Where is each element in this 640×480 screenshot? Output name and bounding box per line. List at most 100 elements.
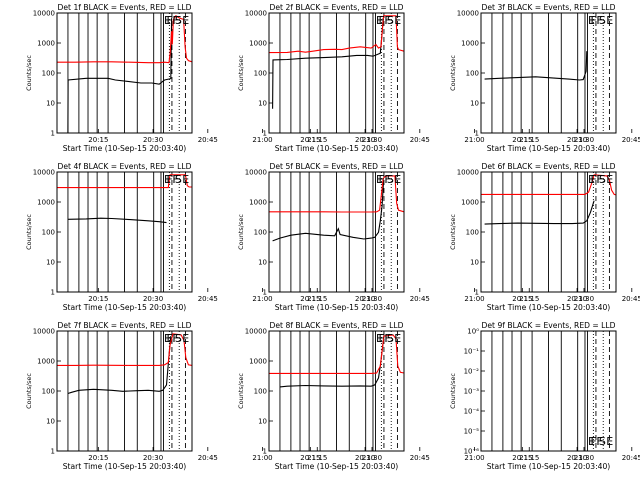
series-events-line (67, 217, 167, 224)
x-tick-label: 20:45 (198, 454, 218, 462)
y-tick-label: 100 (466, 70, 479, 78)
y-tick-label: 10 (258, 259, 267, 267)
marker-label: F (596, 435, 602, 448)
marker-label: F (379, 14, 385, 27)
y-tick-label: 1 (263, 130, 267, 138)
x-tick-label: 20:45 (198, 295, 218, 303)
marker-label: E (606, 173, 613, 186)
marker-label: F (591, 435, 597, 448)
x-tick-label: 20:30 (567, 454, 587, 462)
marker-label: F (384, 332, 390, 345)
x-tick-label: 20:15 (512, 454, 532, 462)
marker-label: E (606, 435, 613, 448)
y-tick-label: 1 (475, 130, 479, 138)
x-tick-label: 21:00 (252, 454, 272, 462)
series-events-line (67, 18, 173, 134)
y-tick-label: 1 (51, 130, 55, 138)
y-axis-label: Counts/sec (25, 373, 33, 409)
marker-label: S (387, 14, 394, 27)
panel-title: Det 8f BLACK = Events, RED = LLD (270, 321, 404, 330)
x-tick-label: 21:00 (252, 136, 272, 144)
marker-label: E (182, 332, 189, 345)
x-tick-label: 21:15 (307, 136, 327, 144)
marker-label: E (164, 14, 171, 27)
panel-title: Det 2f BLACK = Events, RED = LLD (270, 3, 404, 12)
y-tick-label: 10⁻⁵ (464, 428, 480, 436)
x-axis-label: Start Time (10-Sep-15 20:03:40) (63, 144, 187, 153)
y-tick-label: 10 (46, 259, 55, 267)
marker-label: S (387, 173, 394, 186)
panel-title: Det 7f BLACK = Events, RED = LLD (58, 321, 192, 330)
y-axis-label: Counts/sec (449, 55, 457, 91)
x-tick-label: 21:30 (574, 295, 594, 303)
marker-label: E (164, 173, 171, 186)
series-lld-line (269, 334, 405, 374)
x-tick-label: 21:30 (574, 136, 594, 144)
series-lld-line (57, 174, 192, 189)
marker-label: F (167, 173, 173, 186)
x-tick-label: 20:30 (143, 136, 163, 144)
x-tick-label: 20:45 (410, 295, 430, 303)
y-tick-label: 100 (254, 229, 267, 237)
marker-label: E (164, 332, 171, 345)
y-tick-label: 10 (470, 259, 479, 267)
marker-label: F (591, 14, 597, 27)
x-tick-label: 20:30 (143, 454, 163, 462)
x-tick-label: 20:30 (355, 454, 375, 462)
x-axis-label: Start Time (10-Sep-15 20:03:40) (63, 303, 187, 312)
y-tick-label: 10000 (33, 10, 55, 18)
y-tick-label: 1000 (461, 199, 479, 207)
y-tick-label: 10000 (245, 169, 267, 177)
panel-title: Det 3f BLACK = Events, RED = LLD (482, 3, 616, 12)
x-tick-label: 21:30 (362, 454, 382, 462)
y-axis-label: Counts/sec (237, 214, 245, 250)
y-tick-label: 1000 (37, 358, 55, 366)
x-tick-label: 20:45 (198, 136, 218, 144)
panel-title: Det 4f BLACK = Events, RED = LLD (58, 162, 192, 171)
series-lld-line (57, 15, 193, 64)
marker-label: E (606, 14, 613, 27)
marker-label: S (175, 173, 182, 186)
y-tick-label: 1000 (249, 40, 267, 48)
y-tick-label: 10000 (245, 328, 267, 336)
marker-label: E (376, 14, 383, 27)
marker-label: F (596, 14, 602, 27)
y-tick-label: 1 (475, 289, 479, 297)
y-axis-label: Counts/sec (449, 373, 457, 409)
y-tick-label: 1000 (249, 358, 267, 366)
x-tick-label: 21:15 (519, 136, 539, 144)
x-tick-label: 21:00 (252, 295, 272, 303)
y-tick-label: 100 (254, 70, 267, 78)
marker-label: F (379, 332, 385, 345)
series-events-line (484, 51, 588, 81)
y-tick-label: 10000 (457, 169, 479, 177)
y-tick-label: 1000 (461, 40, 479, 48)
y-tick-label: 10000 (457, 10, 479, 18)
y-tick-label: 10 (470, 100, 479, 108)
x-tick-label: 20:30 (567, 136, 587, 144)
x-tick-label: 20:15 (300, 295, 320, 303)
x-tick-label: 20:15 (512, 136, 532, 144)
marker-label: F (167, 332, 173, 345)
marker-label: E (394, 14, 401, 27)
panel-title: Det 9f BLACK = Events, RED = LLD (482, 321, 616, 330)
marker-label: E (182, 14, 189, 27)
y-tick-label: 10000 (245, 10, 267, 18)
series-lld-line (481, 174, 617, 196)
marker-label: S (175, 14, 182, 27)
series-events-line (279, 336, 385, 388)
series-events-line (67, 336, 172, 395)
x-tick-label: 21:15 (307, 295, 327, 303)
x-tick-label: 20:15 (88, 136, 108, 144)
marker-label: E (182, 173, 189, 186)
y-tick-label: 10⁻² (464, 368, 480, 376)
y-tick-label: 1 (51, 448, 55, 456)
marker-label: E (394, 332, 401, 345)
marker-label: F (384, 14, 390, 27)
series-lld-line (57, 333, 193, 366)
panel-det-9: Det 9f BLACK = Events, RED = LLD EF FS E 10⁰… (449, 321, 640, 471)
